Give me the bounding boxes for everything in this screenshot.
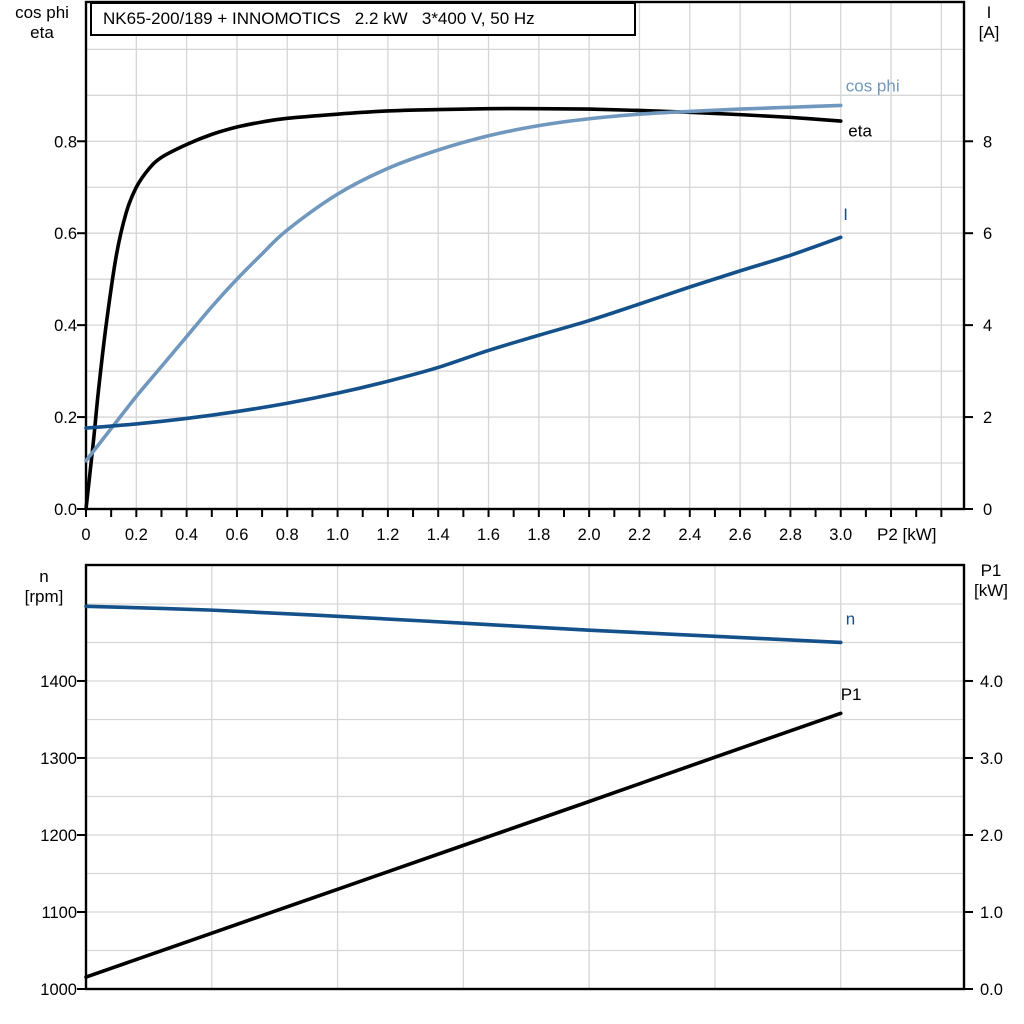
curve-label-i: I	[843, 205, 848, 224]
x-tick-label: 1.2	[376, 526, 399, 544]
axis-ticks-chart0	[77, 140, 973, 517]
axis-title-speed: n	[39, 567, 49, 586]
curve-eta	[84, 106, 843, 511]
x-tick-label: 0.8	[276, 526, 299, 544]
axis-title-cos-phi: cos phi	[15, 3, 69, 22]
y-left-tick-label: 0.4	[54, 317, 77, 335]
gridlines-chart0	[86, 2, 964, 509]
curve-label-cos-phi: cos phi	[846, 77, 900, 96]
bottom-right-axis-title: P1 [kW]	[964, 561, 1018, 601]
x-tick-label: 3.0	[829, 526, 852, 544]
axis-title-current-unit: [A]	[978, 23, 1000, 42]
y-left-tick-label: 0.0	[54, 501, 77, 519]
curve-cos-phi	[84, 103, 843, 463]
chart-title: NK65-200/189 + INNOMOTICS 2.2 kW 3*400 V…	[103, 9, 535, 28]
gridlines-chart1	[86, 565, 964, 989]
y-right-tick-label: 0	[983, 501, 992, 519]
x-tick-label: 2.8	[779, 526, 802, 544]
y-left-tick-label: 0.6	[54, 225, 77, 243]
axis-title-eta: eta	[30, 23, 54, 42]
chart-title-box: NK65-200/189 + INNOMOTICS 2.2 kW 3*400 V…	[90, 2, 636, 36]
plot-frame-chart1	[84, 563, 966, 991]
y-right-tick-label: 0.0	[980, 981, 1003, 999]
y-left-tick-label: 1000	[40, 981, 77, 999]
axis-title-p1-unit: [kW]	[974, 581, 1008, 600]
x-tick-label: 1.0	[326, 526, 349, 544]
x-tick-label: 2.4	[678, 526, 701, 544]
y-right-tick-label: 2	[983, 409, 992, 427]
x-tick-label: 0	[81, 526, 90, 544]
y-right-tick-label: 4.0	[980, 673, 1003, 691]
x-tick-label: 0.2	[125, 526, 148, 544]
curve-n	[84, 604, 843, 645]
y-right-tick-label: 2.0	[980, 827, 1003, 845]
x-tick-label: 0.6	[225, 526, 248, 544]
x-tick-label: 2.0	[578, 526, 601, 544]
curve-p1	[84, 711, 843, 979]
axis-title-speed-unit: [rpm]	[24, 587, 64, 606]
curve-label-n: n	[846, 610, 855, 629]
y-right-tick-label: 6	[983, 225, 992, 243]
y-left-tick-label: 0.2	[54, 409, 77, 427]
curve-label-p1: P1	[841, 685, 862, 704]
x-tick-label: 2.6	[729, 526, 752, 544]
bottom-left-axis-title: n [rpm]	[6, 567, 82, 607]
x-tick-label: 0.4	[175, 526, 198, 544]
x-axis-title: P2 [kW]	[877, 525, 937, 544]
curve-i	[84, 235, 843, 430]
axis-title-p1: P1	[980, 561, 1002, 580]
axis-ticks-chart1	[77, 679, 973, 990]
y-left-tick-label: 0.8	[54, 133, 77, 151]
x-tick-label: 1.8	[527, 526, 550, 544]
y-right-tick-label: 8	[983, 133, 992, 151]
plot-frame-chart0	[84, 0, 966, 511]
top-right-axis-title: I [A]	[966, 3, 1012, 43]
tick-labels-chart0: 0 0.2 0.4 0.6 0.8 1.0 1.2 1.4 1.6 1.8 2.0 2.2 2.4 2.6…	[54, 133, 992, 544]
curve-label-eta: eta	[848, 122, 872, 141]
x-tick-label: 1.4	[427, 526, 450, 544]
y-right-tick-label: 1.0	[980, 904, 1003, 922]
y-right-tick-label: 3.0	[980, 750, 1003, 768]
y-left-tick-label: 1100	[42, 904, 77, 922]
top-left-axis-title: cos phi eta	[4, 3, 80, 43]
y-right-tick-label: 4	[983, 317, 992, 335]
axis-title-current: I	[986, 3, 992, 22]
x-tick-label: 1.6	[477, 526, 500, 544]
y-left-tick-label: 1300	[40, 750, 77, 768]
x-tick-label: 2.2	[628, 526, 651, 544]
y-left-tick-label: 1400	[40, 673, 77, 691]
y-left-tick-label: 1200	[40, 827, 77, 845]
tick-labels-chart1: 1000 1100 1200 1300 1400 0.0 1.0 2.0 3.0 4.0	[40, 673, 1003, 999]
